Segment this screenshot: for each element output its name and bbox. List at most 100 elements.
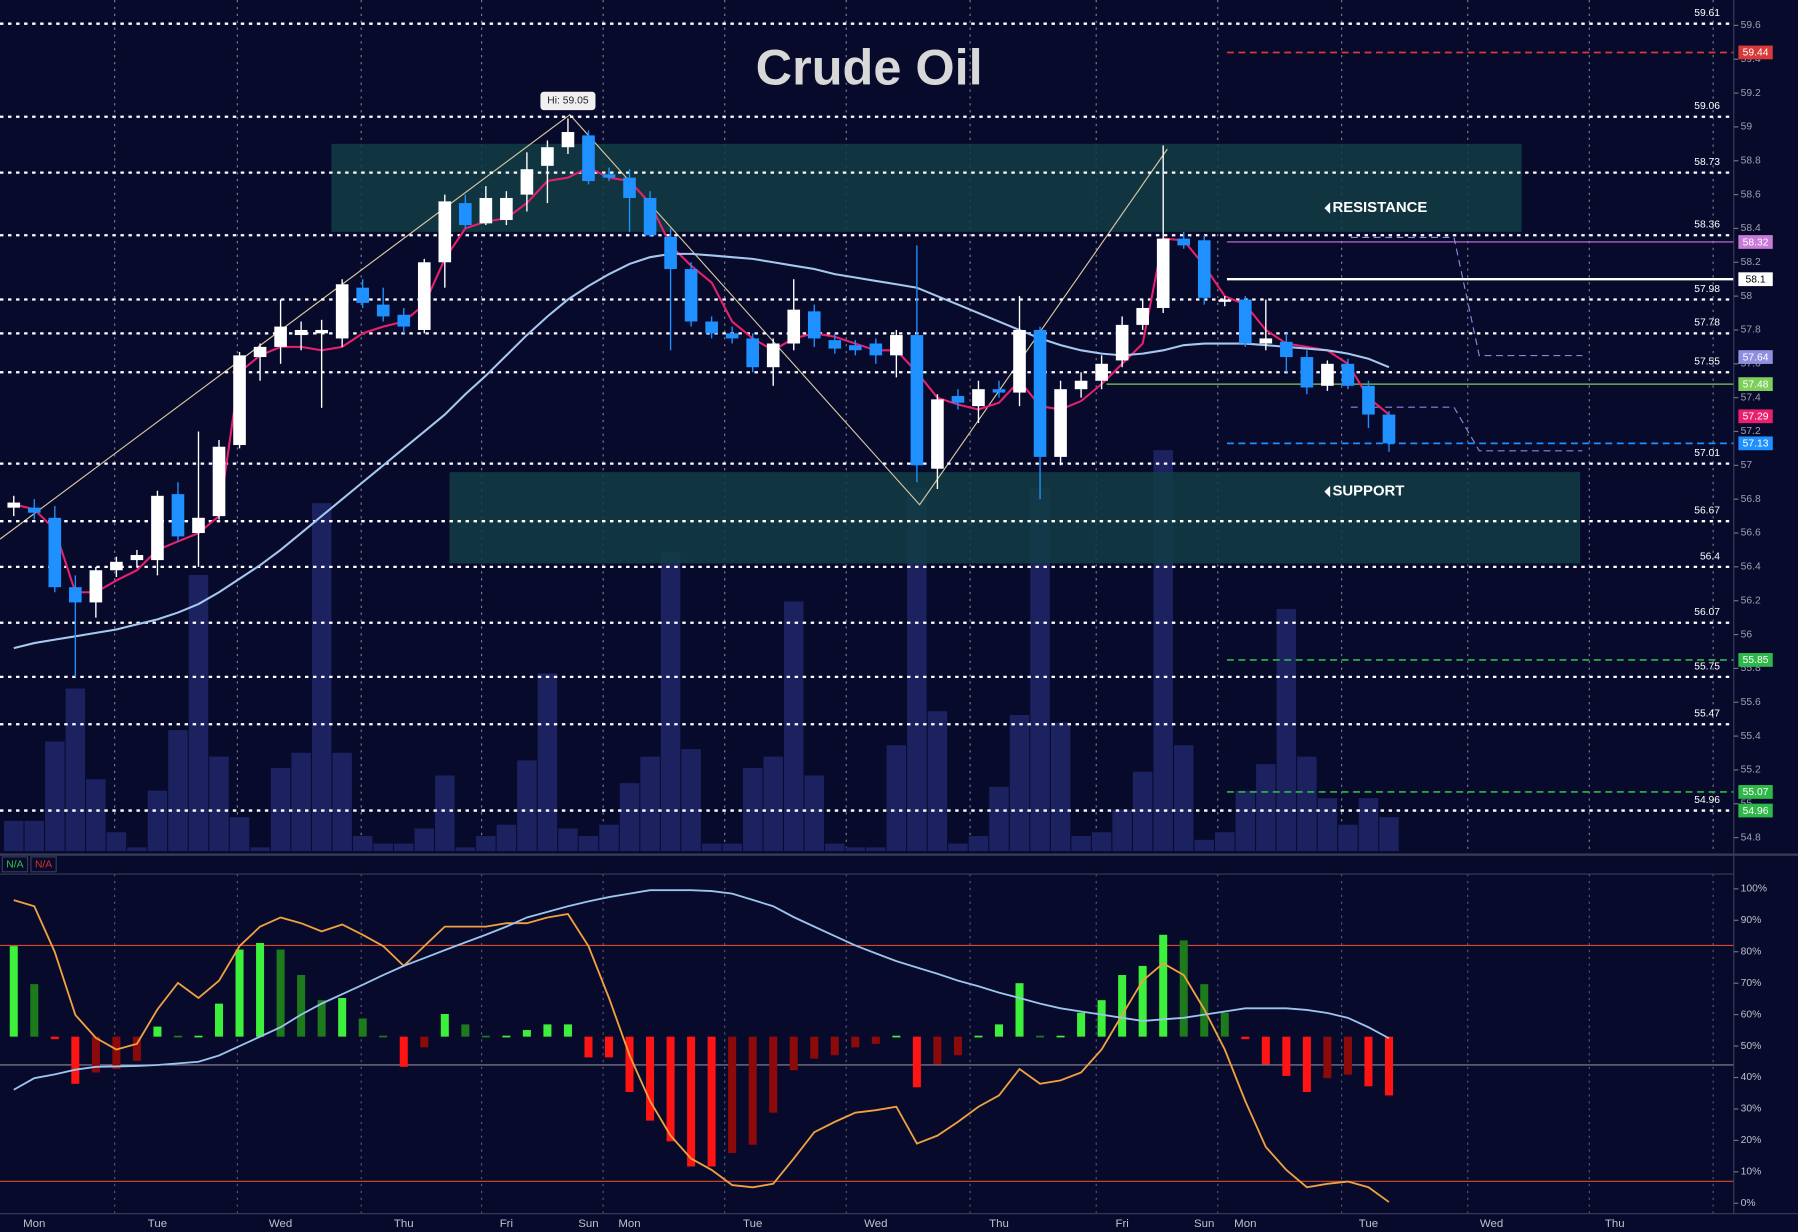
histogram-bar xyxy=(1159,934,1168,1037)
price-tag xyxy=(1738,409,1773,424)
x-tick-label: Tue xyxy=(148,1218,167,1230)
y-tick-label: 59.2 xyxy=(1741,88,1761,99)
volume-bar xyxy=(599,824,619,852)
candle-body xyxy=(48,517,62,588)
candle-body xyxy=(910,335,924,466)
level-label: 59.61 xyxy=(1694,8,1720,19)
volume-bar xyxy=(1112,809,1132,852)
price-tag xyxy=(1738,272,1773,287)
price-tag xyxy=(1738,785,1773,799)
volume-bar xyxy=(1009,714,1030,852)
y-tick-label: 40% xyxy=(1741,1072,1762,1083)
x-tick-label: Sun xyxy=(578,1218,598,1230)
volume-bar xyxy=(65,688,86,852)
histogram-bar xyxy=(953,1036,962,1056)
volume-bar xyxy=(106,832,127,852)
histogram-bar xyxy=(1179,940,1188,1037)
volume-bar xyxy=(948,843,968,852)
y-tick-label: 70% xyxy=(1741,978,1762,989)
candle-body xyxy=(479,197,493,224)
y-tick-label: 59 xyxy=(1741,122,1753,133)
histogram-bar xyxy=(522,1030,531,1037)
histogram-bar xyxy=(912,1036,921,1088)
projection-line xyxy=(1350,236,1583,357)
price-tag-label: 57.48 xyxy=(1743,379,1769,390)
candle-body xyxy=(1362,385,1375,415)
volume-bar xyxy=(1297,756,1317,852)
y-tick-label: 30% xyxy=(1741,1104,1762,1115)
y-tick-label: 59.4 xyxy=(1741,54,1761,65)
volume-bar xyxy=(1379,817,1399,852)
level-label: 59.06 xyxy=(1694,101,1720,112)
candle-body xyxy=(643,197,657,236)
candle-body xyxy=(1259,338,1273,344)
histogram-bar xyxy=(974,1035,983,1038)
histogram-bar xyxy=(440,1014,449,1037)
volume-bar xyxy=(496,824,517,852)
y-tick-label: 58.6 xyxy=(1741,189,1761,200)
price-tag-label: 57.13 xyxy=(1743,439,1769,450)
volume-bar xyxy=(1338,824,1358,852)
volume-bar xyxy=(701,843,722,852)
candle-body xyxy=(500,197,513,220)
candle-body xyxy=(417,262,431,330)
histogram-bar xyxy=(1097,1000,1106,1037)
price-tag-label: 55.07 xyxy=(1743,787,1769,798)
histogram-bar xyxy=(461,1024,470,1037)
histogram-bar xyxy=(1343,1036,1352,1075)
histogram-bar xyxy=(707,1036,716,1167)
candle-body xyxy=(335,284,349,339)
candle-body xyxy=(27,507,41,513)
price-tag-label: 54.96 xyxy=(1743,806,1769,817)
x-tick-label: Wed xyxy=(864,1218,887,1230)
candle-body xyxy=(787,309,801,344)
x-tick-label: Wed xyxy=(269,1218,292,1230)
histogram-bar xyxy=(789,1036,798,1071)
volume-bar xyxy=(537,673,558,852)
candle-body xyxy=(684,269,698,322)
histogram-bar xyxy=(1364,1036,1373,1087)
volume-bar xyxy=(1194,839,1214,852)
level-label: 57.55 xyxy=(1694,357,1720,368)
candle-body xyxy=(1156,238,1170,308)
candle-body xyxy=(972,389,985,407)
volume-bar xyxy=(804,775,825,852)
candle-body xyxy=(1033,329,1047,457)
volume-bar xyxy=(1358,798,1379,852)
candle-body xyxy=(1280,341,1293,358)
volume-bar xyxy=(927,711,948,852)
volume-bar xyxy=(4,820,24,852)
annotation-box xyxy=(540,91,596,111)
chart-title: Crude Oil xyxy=(756,38,983,95)
histogram-bar xyxy=(235,949,244,1037)
volume-bar xyxy=(763,756,783,852)
volume-bar xyxy=(394,843,414,852)
volume-bar xyxy=(558,828,578,852)
candle-body xyxy=(253,346,267,358)
y-tick-label: 80% xyxy=(1741,946,1762,957)
volume-bar xyxy=(332,752,352,852)
volume-bar xyxy=(1071,836,1091,852)
zone-arrow xyxy=(1324,202,1331,214)
price-tag xyxy=(1738,803,1773,818)
oscillator-line xyxy=(13,889,1390,1091)
candle-body xyxy=(890,335,903,356)
candle-body xyxy=(233,355,246,446)
y-tick-label: 58.8 xyxy=(1741,155,1761,166)
candle-body xyxy=(869,343,883,356)
histogram-bar xyxy=(317,1000,326,1037)
histogram-bar xyxy=(1384,1036,1393,1096)
y-tick-label: 56.6 xyxy=(1741,528,1761,539)
histogram-bar xyxy=(481,1035,490,1038)
histogram-bar xyxy=(666,1036,675,1142)
histogram-bar xyxy=(1118,975,1127,1037)
y-tick-label: 55.6 xyxy=(1741,697,1761,708)
zone-label: SUPPORT xyxy=(1332,484,1404,500)
y-tick-label: 57 xyxy=(1741,460,1753,471)
legend-box xyxy=(30,856,57,873)
histogram-bar xyxy=(173,1035,182,1038)
volume-bar xyxy=(250,847,270,852)
histogram-bar xyxy=(994,1024,1004,1037)
x-tick-label: Fri xyxy=(500,1218,513,1230)
histogram-bar xyxy=(646,1036,655,1121)
